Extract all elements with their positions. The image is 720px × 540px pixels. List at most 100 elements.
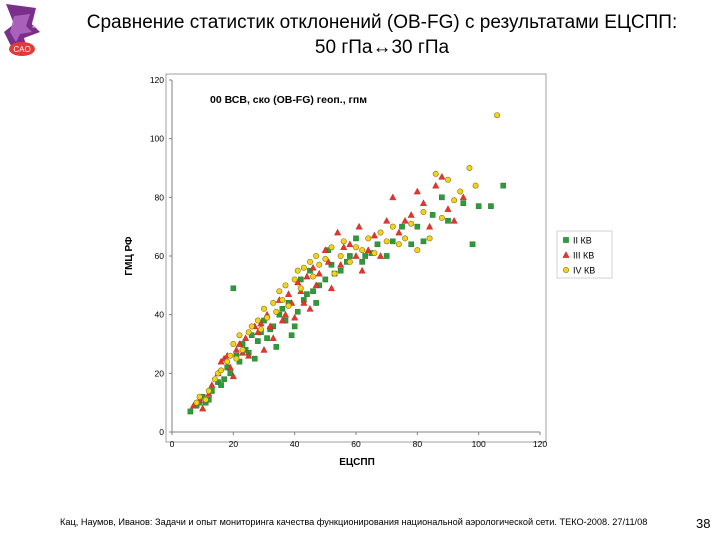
data-point — [279, 296, 286, 303]
data-point — [322, 276, 329, 283]
data-point — [306, 258, 313, 265]
data-point — [278, 316, 286, 324]
data-point — [313, 253, 320, 260]
data-point — [355, 222, 363, 230]
data-point — [459, 193, 467, 201]
data-point — [291, 313, 299, 321]
data-point — [457, 188, 464, 195]
data-point — [401, 216, 409, 224]
data-point — [313, 300, 319, 306]
data-point — [352, 252, 360, 259]
data-point — [227, 352, 234, 359]
data-point — [460, 200, 467, 207]
data-point — [488, 203, 494, 209]
slide-title-line-2: 50 гПа↔30 гПа — [314, 37, 450, 58]
data-point — [432, 170, 439, 177]
data-point — [205, 387, 212, 394]
data-point — [193, 399, 200, 406]
data-point — [438, 214, 445, 221]
y-tick-label: 80 — [155, 192, 165, 202]
data-point — [370, 231, 378, 239]
y-tick-label: 120 — [150, 75, 164, 85]
data-point — [337, 267, 344, 274]
data-point — [445, 217, 451, 224]
data-point — [364, 246, 372, 253]
data-point — [260, 346, 268, 353]
data-point — [346, 258, 353, 265]
data-point — [276, 288, 283, 295]
data-point — [374, 241, 381, 248]
data-point — [472, 182, 479, 189]
logo-graphic: CAO НЦ — [4, 4, 40, 56]
x-tick-label: 80 — [413, 439, 423, 449]
y-tick-label: 100 — [150, 134, 164, 144]
legend-label: III КВ — [573, 251, 594, 261]
data-point — [245, 351, 253, 359]
data-point — [377, 229, 384, 236]
data-point — [239, 346, 246, 353]
data-point — [245, 329, 252, 336]
data-point — [322, 255, 329, 262]
data-point — [269, 334, 277, 341]
data-point — [300, 264, 307, 271]
legend-label: II КВ — [573, 236, 592, 246]
slide-title-line-1: Сравнение статистик отклонений (OB-FG) с… — [86, 12, 678, 33]
legend-marker — [562, 251, 570, 258]
data-point — [297, 285, 304, 292]
data-point — [257, 326, 264, 333]
data-point — [362, 253, 369, 259]
data-point — [260, 305, 267, 312]
data-point — [475, 203, 482, 209]
x-tick-label: 120 — [533, 439, 547, 449]
data-point — [346, 240, 354, 248]
plot-area-border — [165, 73, 547, 443]
data-point — [294, 267, 301, 274]
legend-marker — [563, 237, 569, 243]
y-tick-label: 20 — [155, 368, 165, 378]
data-point — [264, 335, 270, 341]
data-point — [242, 334, 250, 341]
y-tick-label: 60 — [155, 251, 165, 261]
data-point — [230, 285, 237, 292]
data-point — [281, 310, 289, 318]
data-point — [196, 393, 203, 400]
data-point — [255, 338, 261, 344]
data-point — [359, 247, 366, 254]
footer-citation: Кац, Наумов, Иванов: Задачи и опыт монит… — [60, 517, 648, 527]
data-point — [232, 346, 240, 353]
data-point — [187, 408, 194, 415]
data-point — [218, 367, 225, 374]
data-point — [439, 194, 445, 201]
y-axis-label: ГМЦ РФ — [124, 236, 135, 276]
data-point — [270, 299, 277, 306]
data-point — [321, 246, 329, 253]
data-point — [254, 317, 261, 324]
data-point — [310, 273, 317, 280]
data-point — [285, 290, 293, 297]
data-point — [383, 253, 390, 259]
x-axis-label: ЕЦСПП — [339, 457, 375, 468]
data-point — [224, 358, 231, 365]
data-point — [365, 235, 372, 242]
data-point — [389, 193, 397, 201]
data-point — [328, 244, 335, 251]
data-point — [413, 187, 421, 195]
data-point — [291, 323, 298, 330]
logo-badge-text: CAO — [13, 45, 30, 54]
data-point — [395, 241, 402, 248]
data-point — [420, 209, 427, 216]
data-point — [331, 270, 338, 277]
data-point — [353, 235, 359, 242]
x-tick-label: 40 — [290, 439, 300, 449]
data-point — [347, 253, 353, 259]
data-point — [218, 382, 224, 388]
data-point — [469, 241, 476, 248]
data-point — [334, 228, 342, 236]
data-point — [211, 376, 218, 383]
data-point — [282, 282, 289, 289]
data-point — [327, 284, 335, 292]
data-point — [426, 235, 433, 242]
data-point — [266, 322, 274, 330]
legend-label: IV КВ — [573, 266, 595, 276]
data-point — [358, 266, 366, 274]
